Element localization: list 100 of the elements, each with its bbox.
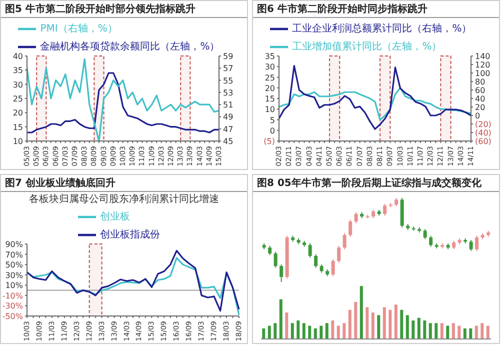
bar bbox=[440, 323, 444, 339]
y2-tick-label: 57 bbox=[223, 64, 234, 74]
y-tick-label: 10 bbox=[264, 105, 275, 114]
candlestick bbox=[348, 219, 352, 238]
y2-tick-label: (60) bbox=[475, 137, 492, 146]
candlestick bbox=[342, 232, 346, 250]
bar bbox=[423, 320, 426, 339]
candlestick bbox=[308, 242, 312, 258]
y2-tick-label: (20) bbox=[475, 120, 492, 129]
legend-label: 金融机构各项贷款余额同比（左轴，%） bbox=[40, 42, 220, 53]
chart-subtitle: 各板块归属母公司股东净利润累计同比增速 bbox=[28, 192, 220, 206]
candlestick bbox=[268, 245, 272, 256]
legend-label: 创业板指成份 bbox=[100, 230, 160, 241]
y-tick-label: 30 bbox=[12, 80, 23, 90]
y2-tick-label: 55 bbox=[223, 76, 234, 86]
bar bbox=[320, 326, 323, 339]
bar bbox=[366, 307, 369, 339]
bar bbox=[463, 328, 466, 339]
y-tick-label: 30% bbox=[5, 270, 24, 280]
candlestick bbox=[429, 235, 433, 248]
bar bbox=[285, 312, 288, 339]
bar bbox=[354, 302, 358, 339]
candlestick bbox=[280, 264, 284, 282]
y-tick-label: -10% bbox=[2, 291, 24, 300]
y-tick-label: -50% bbox=[2, 312, 24, 321]
bar bbox=[290, 323, 294, 339]
y-tick-label: 20 bbox=[264, 84, 275, 93]
bar bbox=[412, 320, 415, 339]
y-tick-label: 70% bbox=[5, 250, 24, 260]
bar bbox=[428, 323, 432, 339]
line-series bbox=[26, 250, 240, 312]
y2-tick-label: 49 bbox=[223, 112, 234, 122]
y-tick-label: 15 bbox=[12, 122, 23, 132]
bar bbox=[452, 323, 455, 339]
y2-tick-label: 51 bbox=[223, 100, 234, 110]
y-tick-label: 25 bbox=[264, 73, 275, 82]
bar bbox=[474, 326, 478, 339]
bar bbox=[325, 323, 328, 339]
y-tick-label: 40 bbox=[12, 52, 23, 61]
candlestick bbox=[274, 251, 278, 268]
y2-tick-label: 45 bbox=[223, 137, 234, 146]
candlestick bbox=[383, 203, 387, 216]
bar bbox=[486, 326, 490, 339]
bar bbox=[342, 323, 346, 339]
y-tick-label: 35 bbox=[264, 52, 275, 61]
y-tick-label: 20 bbox=[12, 108, 23, 118]
bar bbox=[394, 304, 398, 339]
y2-tick-label: 53 bbox=[223, 88, 234, 98]
y-tick-label: 5 bbox=[270, 116, 275, 125]
line-series bbox=[278, 87, 472, 121]
bar bbox=[302, 323, 306, 339]
y2-tick-label: 20 bbox=[475, 103, 486, 112]
y2-tick-label: (40) bbox=[475, 128, 492, 138]
bar bbox=[400, 310, 404, 339]
candlestick bbox=[469, 240, 473, 252]
bar bbox=[308, 326, 312, 339]
bar bbox=[279, 299, 282, 339]
y2-tick-label: 59 bbox=[223, 52, 234, 61]
y-tick-label: 10 bbox=[12, 137, 23, 146]
bar bbox=[458, 326, 461, 339]
bar bbox=[348, 310, 352, 339]
candlestick bbox=[314, 254, 318, 268]
y-tick-label: 30 bbox=[264, 62, 275, 72]
legend-label: 工业企业利润总额累计同比（右轴，%） bbox=[292, 24, 472, 35]
candlestick bbox=[354, 212, 358, 224]
chart-title: 图8 05年牛市第一阶段后期上证综指与成交额变化 bbox=[253, 175, 499, 192]
y2-tick-label: 100 bbox=[475, 69, 490, 78]
bar bbox=[480, 323, 484, 339]
chart-title: 图6 牛市第二阶段开始时同步指标跳升 bbox=[253, 1, 499, 18]
y2-tick-label: 80 bbox=[475, 78, 486, 86]
bar bbox=[417, 318, 420, 339]
bar bbox=[434, 323, 438, 339]
y-tick-label: 50% bbox=[5, 260, 24, 270]
y2-tick-label: 120 bbox=[475, 60, 490, 70]
bar bbox=[377, 315, 380, 339]
bar bbox=[274, 323, 277, 339]
y-tick-label: 25 bbox=[12, 94, 23, 104]
bar bbox=[371, 312, 374, 339]
chart-title: 图5 牛市第二阶段开始时部分领先指标跳升 bbox=[1, 1, 247, 18]
y-tick-label: 90% bbox=[5, 240, 24, 249]
y2-tick-label: 60 bbox=[475, 86, 486, 95]
line-series bbox=[26, 72, 220, 134]
bar bbox=[262, 328, 266, 339]
candlestick bbox=[475, 235, 479, 252]
bar bbox=[331, 320, 334, 339]
candlestick bbox=[423, 228, 427, 240]
bar bbox=[336, 326, 340, 339]
bar bbox=[382, 307, 386, 339]
line-series bbox=[26, 58, 220, 141]
line-series bbox=[278, 64, 472, 130]
y2-tick-label: 47 bbox=[223, 124, 234, 134]
legend-label: PMI（右轴，%） bbox=[40, 24, 118, 35]
candlestick bbox=[331, 258, 335, 277]
y2-tick-label: 40 bbox=[475, 94, 486, 104]
bar bbox=[446, 326, 450, 339]
y2-tick-label: 140 bbox=[475, 52, 490, 61]
bar bbox=[268, 326, 271, 339]
legend-label: 创业板 bbox=[100, 212, 130, 223]
chart-title: 图7 创业板业绩触底回升 bbox=[1, 175, 247, 192]
y-tick-label: 15 bbox=[264, 94, 275, 104]
